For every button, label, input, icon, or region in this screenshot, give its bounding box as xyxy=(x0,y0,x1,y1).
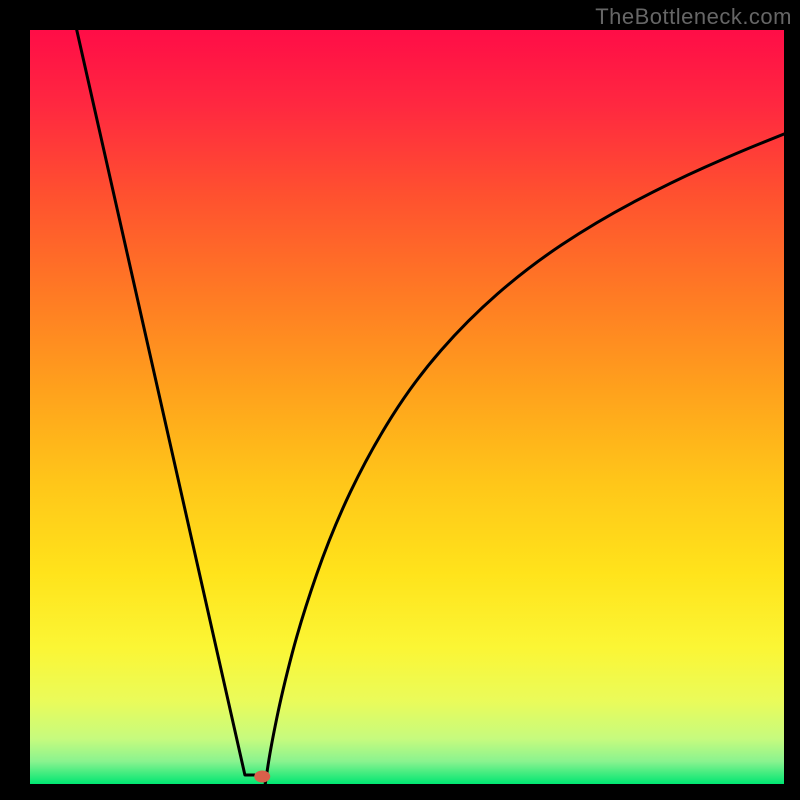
gradient-background xyxy=(30,30,784,784)
bottleneck-chart xyxy=(30,30,784,784)
optimal-point-marker xyxy=(254,770,270,782)
watermark-text: TheBottleneck.com xyxy=(595,4,792,30)
chart-frame: TheBottleneck.com xyxy=(0,0,800,800)
